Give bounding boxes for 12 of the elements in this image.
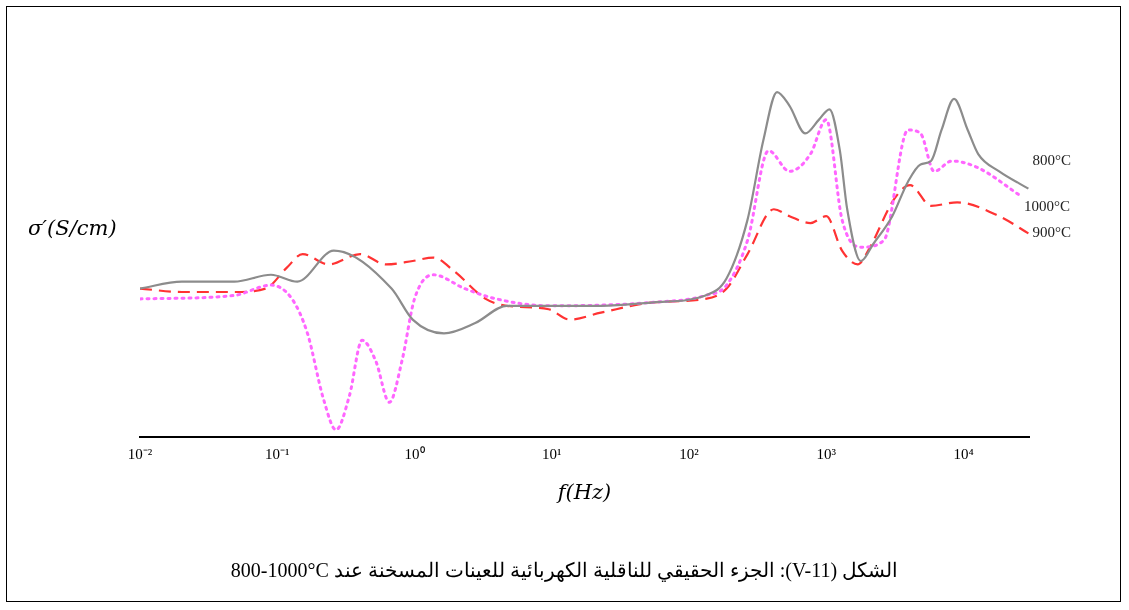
series-label: 1000°C <box>1024 197 1071 214</box>
series-label: 900°C <box>1032 224 1071 241</box>
y-axis-title: σ′(S/cm) <box>28 216 117 241</box>
x-tick-label: 10⁰ <box>404 445 425 462</box>
x-tick-label: 10² <box>679 445 700 462</box>
x-tick-label: 10⁻¹ <box>265 445 290 462</box>
x-axis-title: f(Hz) <box>555 479 612 504</box>
x-tick-label: 10¹ <box>542 445 562 462</box>
series-label: 800°C <box>1032 151 1071 168</box>
x-tick-label: 10⁻² <box>127 445 153 462</box>
x-tick-label: 10⁴ <box>953 445 974 462</box>
x-tick-label: 10³ <box>816 445 837 462</box>
